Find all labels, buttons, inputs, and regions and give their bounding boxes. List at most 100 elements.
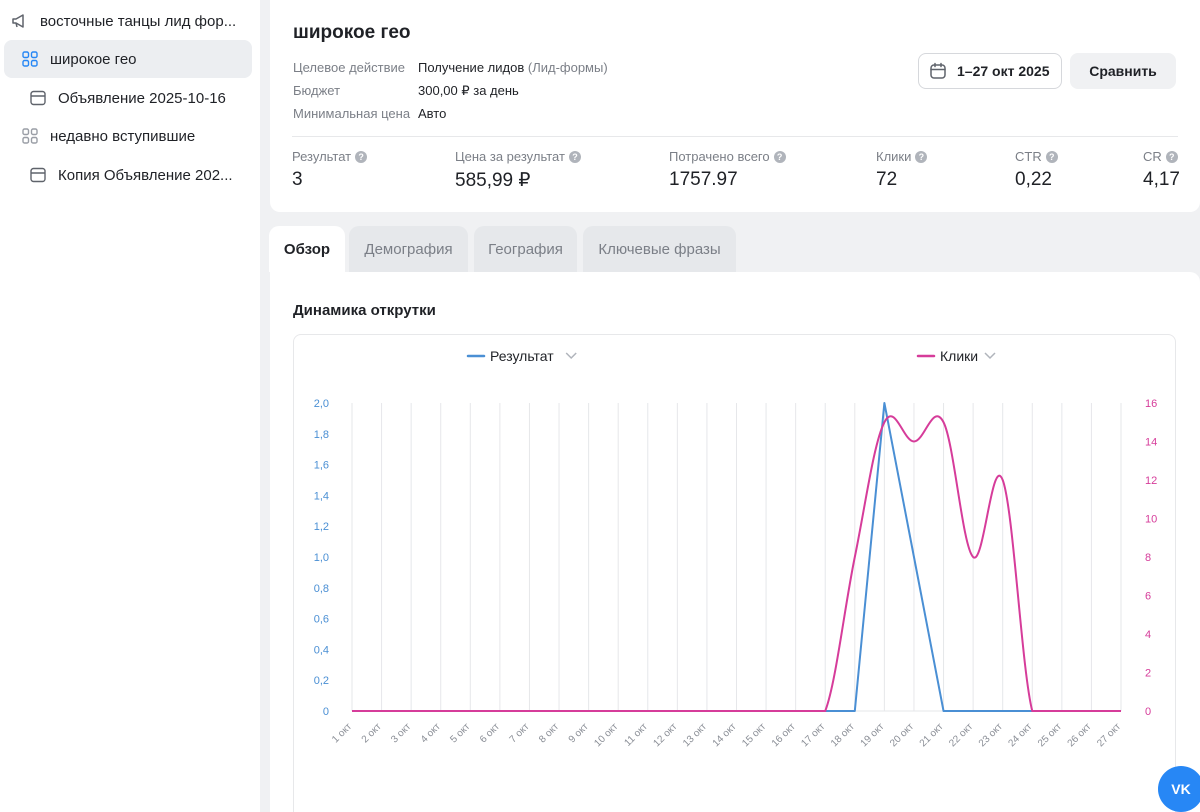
sidebar-item-ad-copy[interactable]: Копия Объявление 202... (4, 156, 252, 194)
x-tick-label: 22 окт (947, 721, 975, 749)
legend-label: Результат (490, 348, 554, 364)
y-left-tick-label: 0,4 (314, 644, 329, 656)
tab-keywords[interactable]: Ключевые фразы (583, 226, 736, 272)
metric-spent-total: Потрачено всего? 1757.97 (669, 149, 786, 191)
help-icon[interactable]: ? (915, 150, 928, 163)
x-tick-label: 14 окт (711, 721, 739, 749)
x-tick-label: 25 окт (1036, 721, 1064, 749)
y-right-tick-label: 2 (1145, 668, 1151, 680)
date-range-label: 1–27 окт 2025 (957, 63, 1050, 79)
sidebar-item-label: недавно вступившие (50, 127, 196, 145)
metric-value: 1757.97 (669, 169, 738, 190)
sidebar-item-label: восточные танцы лид фор... (40, 12, 237, 30)
y-right-tick-label: 14 (1145, 437, 1157, 449)
meta-target-action: Целевое действие Получение лидов (Лид-фо… (293, 60, 608, 75)
x-tick-label: 20 окт (888, 721, 916, 749)
meta-value: 300,00 ₽ за день (418, 83, 519, 98)
x-tick-label: 4 окт (419, 721, 443, 745)
sidebar-item-label: широкое гео (50, 50, 137, 68)
metric-label: Клики (876, 149, 912, 164)
x-tick-label: 16 окт (770, 721, 798, 749)
y-left-tick-label: 2,0 (314, 398, 329, 410)
y-right-tick-label: 0 (1145, 706, 1151, 718)
vk-logo-button[interactable]: VK (1158, 766, 1200, 812)
y-left-tick-label: 1,2 (314, 521, 329, 533)
adgroup-grid-icon (20, 126, 40, 146)
x-tick-label: 17 окт (799, 721, 827, 749)
page-title: широкое гео (293, 22, 411, 43)
y-left-tick-label: 0 (323, 706, 329, 718)
tab-geography[interactable]: География (474, 226, 577, 272)
help-icon[interactable]: ? (1165, 150, 1178, 163)
sidebar-item-campaign[interactable]: восточные танцы лид фор... (4, 2, 252, 40)
meta-value: Получение лидов (418, 60, 525, 75)
sidebar-item-label: Объявление 2025-10-16 (58, 89, 226, 107)
tab-demography[interactable]: Демография (349, 226, 468, 272)
chevron-down-icon (984, 352, 996, 360)
y-right-tick-label: 12 (1145, 475, 1157, 487)
y-left-tick-label: 1,0 (314, 552, 329, 564)
meta-value: Авто (418, 106, 447, 121)
y-right-tick-label: 6 (1145, 591, 1151, 603)
metric-cr: CR? 4,17 (1143, 149, 1180, 191)
series-line-clicks (352, 415, 1121, 712)
y-right-tick-label: 16 (1145, 398, 1157, 410)
tab-overview[interactable]: Обзор (269, 226, 345, 272)
y-left-tick-label: 0,6 (314, 614, 329, 626)
x-tick-label: 11 окт (622, 721, 650, 749)
metric-label: CR (1143, 149, 1162, 164)
x-tick-label: 19 окт (859, 721, 887, 749)
ad-card-icon (28, 165, 48, 185)
metric-value: 0,22 (1015, 169, 1052, 190)
x-tick-label: 1 окт (330, 721, 354, 745)
help-icon[interactable]: ? (568, 150, 581, 163)
calendar-icon (930, 62, 946, 79)
x-tick-label: 21 окт (918, 721, 946, 749)
megaphone-icon (10, 11, 30, 31)
x-tick-label: 13 окт (681, 721, 709, 749)
metric-result: Результат? 3 (292, 149, 368, 191)
x-tick-label: 6 окт (478, 721, 502, 745)
x-tick-label: 8 окт (537, 721, 561, 745)
metric-value: 3 (292, 169, 303, 190)
x-tick-label: 12 окт (652, 721, 680, 749)
y-left-tick-label: 1,6 (314, 460, 329, 472)
meta-label: Целевое действие (293, 60, 405, 75)
divider (292, 136, 1178, 137)
ad-card-icon (28, 88, 48, 108)
meta-extra: (Лид-формы) (527, 60, 608, 75)
metric-clicks: Клики? 72 (876, 149, 928, 191)
help-icon[interactable]: ? (773, 150, 786, 163)
x-tick-label: 24 окт (1006, 721, 1034, 749)
meta-min-price: Минимальная цена Авто (293, 106, 446, 121)
sidebar-item-adgroup-wide-geo[interactable]: широкое гео (4, 40, 252, 78)
metric-value: 585,99 ₽ (455, 170, 531, 191)
x-tick-label: 5 окт (448, 721, 472, 745)
help-icon[interactable]: ? (1045, 150, 1058, 163)
sidebar-item-label: Копия Объявление 202... (58, 166, 233, 184)
x-tick-label: 2 окт (360, 721, 384, 745)
x-tick-label: 3 окт (389, 721, 413, 745)
metric-value: 4,17 (1143, 169, 1180, 190)
x-tick-label: 26 окт (1066, 721, 1094, 749)
x-tick-label: 18 окт (829, 721, 857, 749)
sidebar-item-adgroup-recent[interactable]: недавно вступившие (4, 117, 252, 155)
delivery-chart: 0 0,2 0,4 0,6 0,8 1,0 1,2 1,4 1,6 1,8 2,0 0 2 4 6 8 10 12… (314, 348, 1158, 749)
legend-label: Клики (940, 348, 978, 364)
sidebar-item-ad[interactable]: Объявление 2025-10-16 (4, 79, 252, 117)
y-right-tick-label: 10 (1145, 514, 1157, 526)
date-range-picker[interactable]: 1–27 окт 2025 (918, 53, 1062, 89)
x-tick-label: 10 окт (592, 721, 620, 749)
y-left-tick-label: 0,8 (314, 583, 329, 595)
metric-ctr: CTR? 0,22 (1015, 149, 1058, 191)
meta-label: Бюджет (293, 83, 341, 98)
x-tick-label: 9 окт (567, 721, 591, 745)
meta-label: Минимальная цена (293, 106, 411, 121)
help-icon[interactable]: ? (355, 150, 368, 163)
metric-label: Результат (292, 149, 352, 164)
y-left-tick-label: 1,4 (314, 490, 329, 502)
compare-button[interactable]: Сравнить (1070, 53, 1176, 89)
metric-label: Потрачено всего (669, 149, 770, 164)
metric-value: 72 (876, 169, 898, 190)
y-right-tick-label: 8 (1145, 552, 1151, 564)
